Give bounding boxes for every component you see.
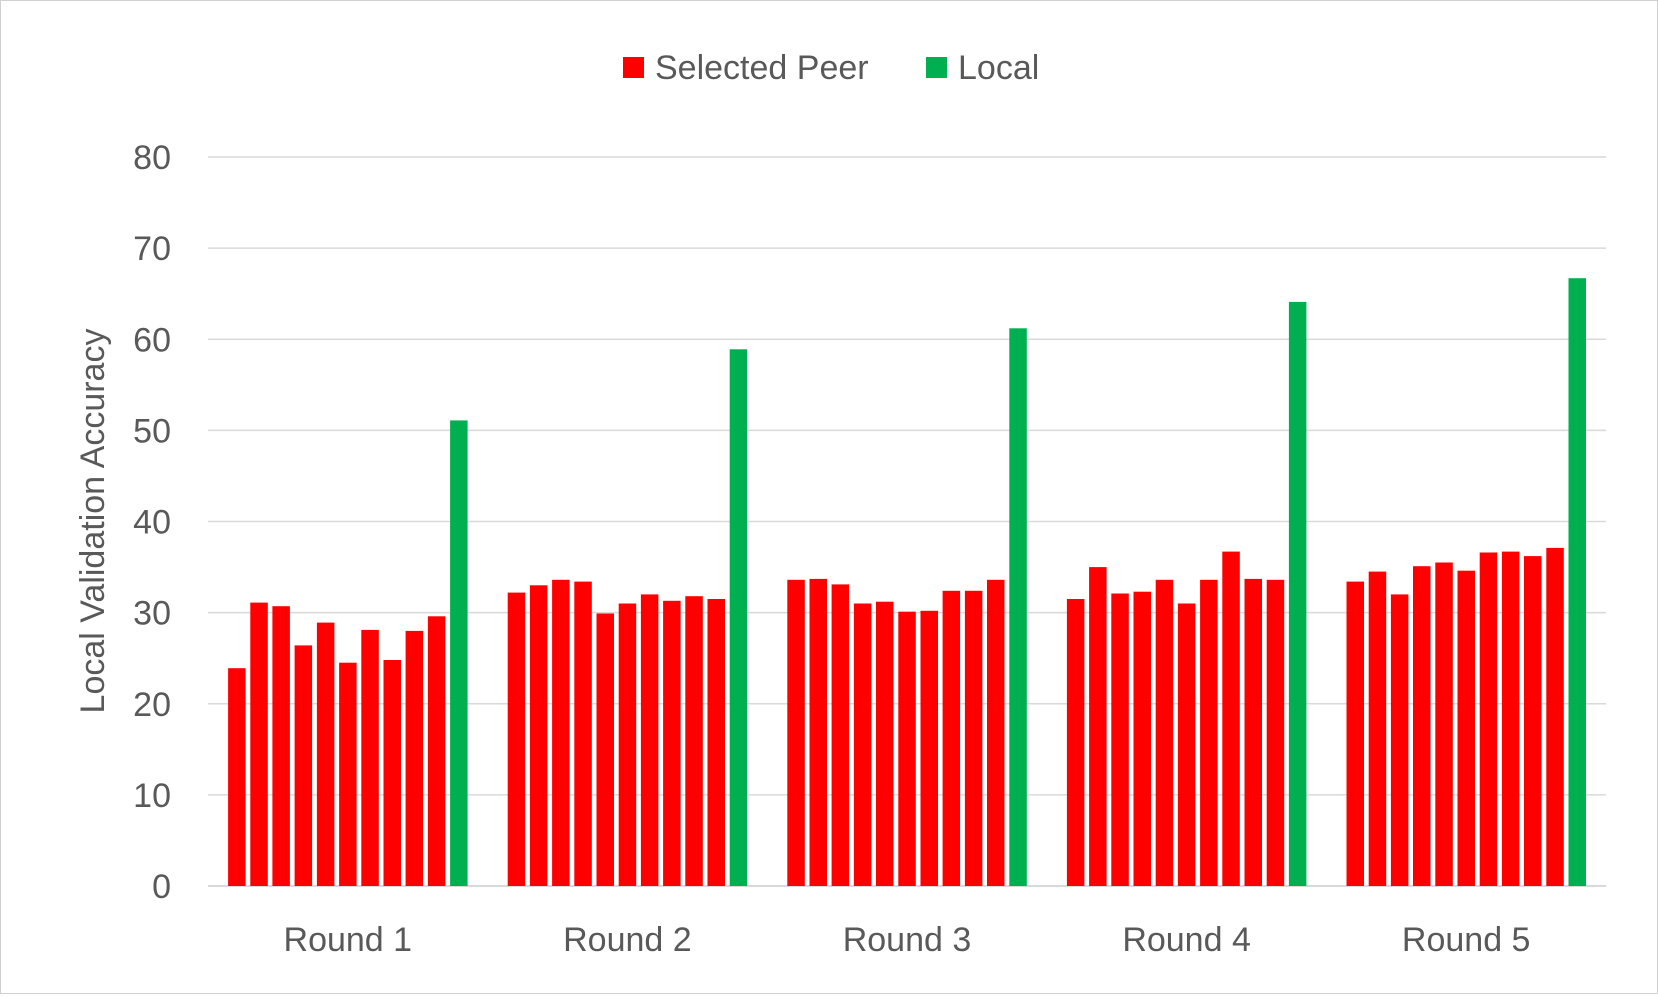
bar-selected-peer [1111, 593, 1129, 886]
bar-selected-peer [1413, 566, 1431, 886]
bar-selected-peer [294, 645, 313, 886]
bar-selected-peer [272, 606, 290, 886]
bar-selected-peer [339, 662, 357, 886]
bar-selected-peer [316, 622, 335, 886]
bar-local [1568, 278, 1586, 886]
x-category-label: Round 5 [1402, 921, 1531, 959]
bar-selected-peer [1368, 571, 1387, 886]
bar-selected-peer [1177, 603, 1196, 886]
legend: Selected Peer Local [623, 49, 1039, 87]
y-tick-label: 10 [133, 777, 171, 815]
bar-selected-peer [552, 579, 570, 886]
bar-selected-peer [876, 601, 894, 886]
bar-selected-peer [427, 616, 446, 886]
x-category-label: Round 4 [1122, 921, 1251, 959]
legend-label-selected-peer: Selected Peer [655, 49, 869, 87]
bar-selected-peer [1435, 562, 1453, 886]
y-tick-label: 50 [133, 412, 171, 450]
bar-selected-peer [853, 603, 872, 886]
bar-selected-peer [383, 660, 401, 886]
y-tick-label: 60 [133, 321, 171, 359]
y-tick-label: 70 [133, 230, 171, 268]
x-category-label: Round 3 [843, 921, 972, 959]
bar-selected-peer [574, 581, 592, 886]
bar-selected-peer [640, 594, 659, 886]
bar-selected-peer [1089, 567, 1107, 886]
y-tick-label: 20 [133, 686, 171, 724]
bars [228, 278, 1586, 886]
bar-selected-peer [1457, 570, 1475, 886]
bar-selected-peer [250, 602, 268, 886]
legend-swatch-selected-peer [623, 57, 644, 78]
bar-local [729, 349, 748, 886]
bar-selected-peer [898, 611, 916, 886]
bar-selected-peer [618, 603, 637, 886]
bar-selected-peer [1200, 579, 1218, 886]
bar-selected-peer [663, 600, 681, 886]
legend-swatch-local [926, 57, 947, 78]
bar-selected-peer [507, 592, 526, 886]
bar-selected-peer [685, 596, 703, 886]
bar-selected-peer [1266, 579, 1285, 886]
x-category-label: Round 1 [284, 921, 413, 959]
y-axis-tick-labels: 0 10 20 30 40 50 60 70 80 [133, 139, 171, 906]
y-tick-label: 30 [133, 595, 171, 633]
bar-selected-peer [809, 578, 827, 886]
bar-selected-peer [787, 579, 805, 886]
bar-selected-peer [1524, 556, 1542, 886]
bar-selected-peer [942, 590, 961, 886]
y-tick-label: 80 [133, 139, 171, 177]
bar-selected-peer [405, 630, 424, 886]
bar-local [1009, 328, 1027, 886]
bar-selected-peer [1501, 551, 1520, 886]
bar-local [1288, 301, 1307, 886]
bar-selected-peer [1155, 579, 1174, 886]
bar-selected-peer [1346, 581, 1364, 886]
bar-selected-peer [1546, 547, 1564, 886]
y-tick-label: 40 [133, 504, 171, 542]
bar-selected-peer [1479, 552, 1498, 886]
bar-selected-peer [529, 585, 548, 886]
bar-local [450, 420, 468, 886]
bar-selected-peer [1066, 599, 1085, 886]
bar-selected-peer [964, 590, 983, 886]
bar-selected-peer [987, 579, 1005, 886]
legend-label-local: Local [958, 49, 1039, 87]
bar-selected-peer [1390, 594, 1409, 886]
bar-selected-peer [228, 668, 246, 886]
bar-selected-peer [831, 584, 850, 886]
bar-selected-peer [596, 613, 614, 886]
bar-selected-peer [707, 599, 725, 886]
bar-selected-peer [1133, 591, 1151, 886]
y-axis-label: Local Validation Accuracy [74, 329, 112, 714]
x-category-label: Round 2 [563, 921, 692, 959]
bar-selected-peer [361, 629, 379, 886]
bar-selected-peer [920, 610, 938, 886]
bar-selected-peer [1222, 551, 1240, 886]
y-tick-label: 0 [152, 868, 171, 906]
x-axis-category-labels: Round 1 Round 2 Round 3 Round 4 Round 5 [284, 921, 1531, 959]
bar-selected-peer [1244, 578, 1262, 886]
